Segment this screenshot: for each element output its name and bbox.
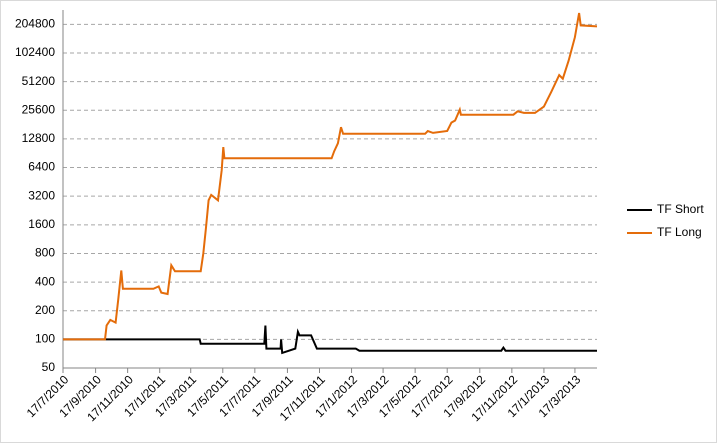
line: [63, 325, 597, 355]
y-tick-label: 100: [35, 332, 55, 346]
y-tick-label: 50: [42, 360, 56, 374]
y-tick-label: 200: [35, 303, 55, 317]
y-tick-label: 6400: [28, 160, 55, 174]
y-tick-label: 800: [35, 246, 55, 260]
y-tick-label: 400: [35, 274, 55, 288]
legend-label: TF Long: [657, 225, 702, 239]
legend-label: TF Short: [657, 202, 704, 216]
y-tick-label: 51200: [22, 74, 56, 88]
line: [63, 12, 598, 341]
y-tick-label: 102400: [15, 45, 55, 59]
y-tick-label: 204800: [15, 17, 55, 31]
y-tick-label: 12800: [22, 131, 56, 145]
y-tick-label: 25600: [22, 102, 56, 116]
y-tick-label: 1600: [28, 217, 55, 231]
y-tick-label: 3200: [28, 188, 55, 202]
